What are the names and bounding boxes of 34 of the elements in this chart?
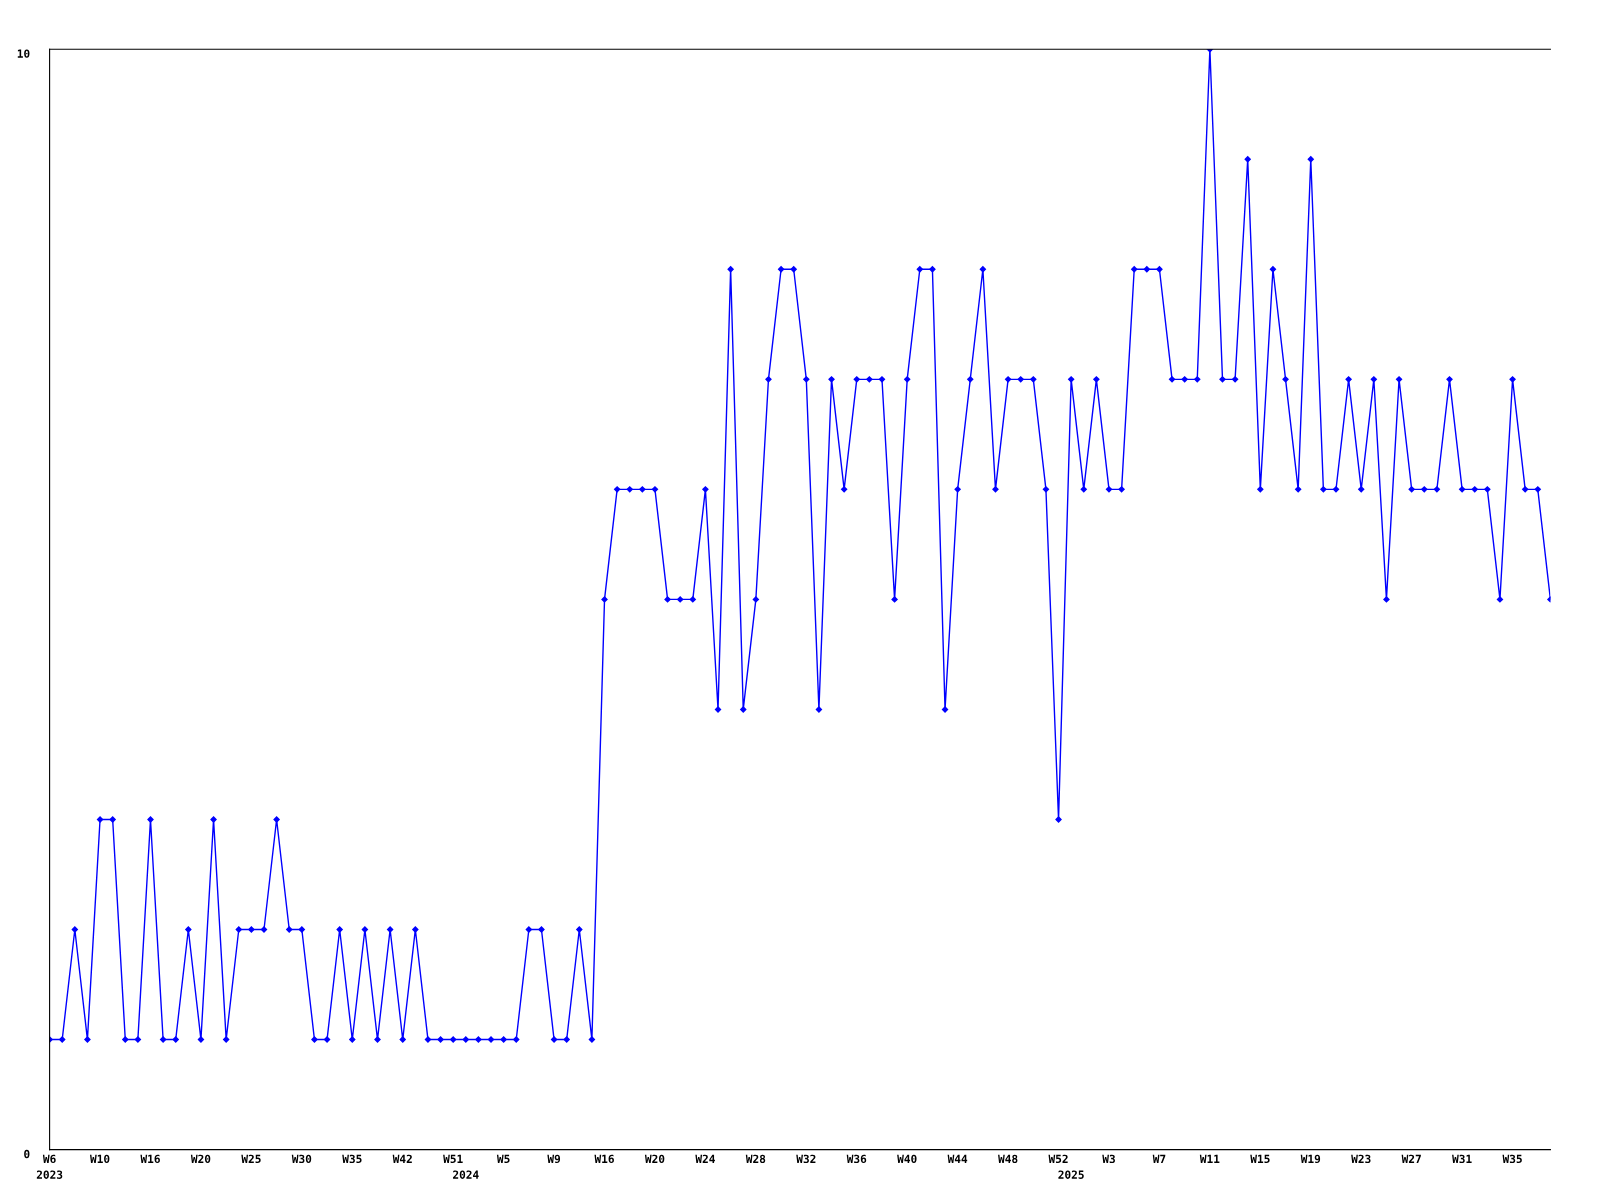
x-tick-label: W20 <box>644 1154 665 1164</box>
x-tick-label: W3 <box>1102 1154 1115 1164</box>
x-tick-label: W9 <box>547 1154 561 1164</box>
x-tick-label: W15 <box>1250 1154 1270 1164</box>
x-tick-label: W51 <box>443 1154 463 1164</box>
x-tick-label: W42 <box>392 1154 412 1163</box>
x-tick-label: W10 <box>90 1154 110 1164</box>
x-tick-label: W32 <box>796 1154 816 1164</box>
x-tick-label: W35 <box>342 1154 362 1164</box>
x-tick-label: 2024 <box>453 1170 479 1179</box>
x-tick-label: W31 <box>1452 1154 1472 1164</box>
x-tick-label: W19 <box>1300 1154 1321 1164</box>
x-tick-label: W30 <box>291 1154 312 1164</box>
x-tick-label: W20 <box>190 1154 211 1164</box>
x-tick-label: W52 <box>1048 1154 1068 1164</box>
x-tick-label: W25 <box>241 1154 261 1164</box>
x-tick-label: W6 2023 <box>36 1154 63 1179</box>
x-tick-label: W24 <box>695 1154 715 1163</box>
x-tick-label: W23 <box>1351 1154 1371 1164</box>
x-tick-label: W35 <box>1502 1154 1522 1164</box>
x-tick-label: W48 <box>998 1154 1018 1164</box>
x-tick-label: W36 <box>846 1154 867 1164</box>
x-tick-label: W5 <box>496 1154 510 1164</box>
y-tick-label: 0 <box>24 1149 30 1159</box>
x-tick-label: 2025 <box>1058 1170 1084 1179</box>
x-tick-label: W40 <box>897 1154 917 1164</box>
x-tick-label: W16 <box>140 1154 160 1164</box>
x-tick-label: W28 <box>745 1154 766 1164</box>
x-tick-label: W11 <box>1199 1154 1220 1163</box>
x-tick-label: W27 <box>1401 1154 1421 1163</box>
x-tick-label: W16 <box>594 1154 614 1164</box>
x-tick-label: W7 <box>1152 1154 1166 1163</box>
x-tick-label: W44 <box>947 1154 968 1163</box>
y-tick-label: 10 <box>17 49 30 58</box>
